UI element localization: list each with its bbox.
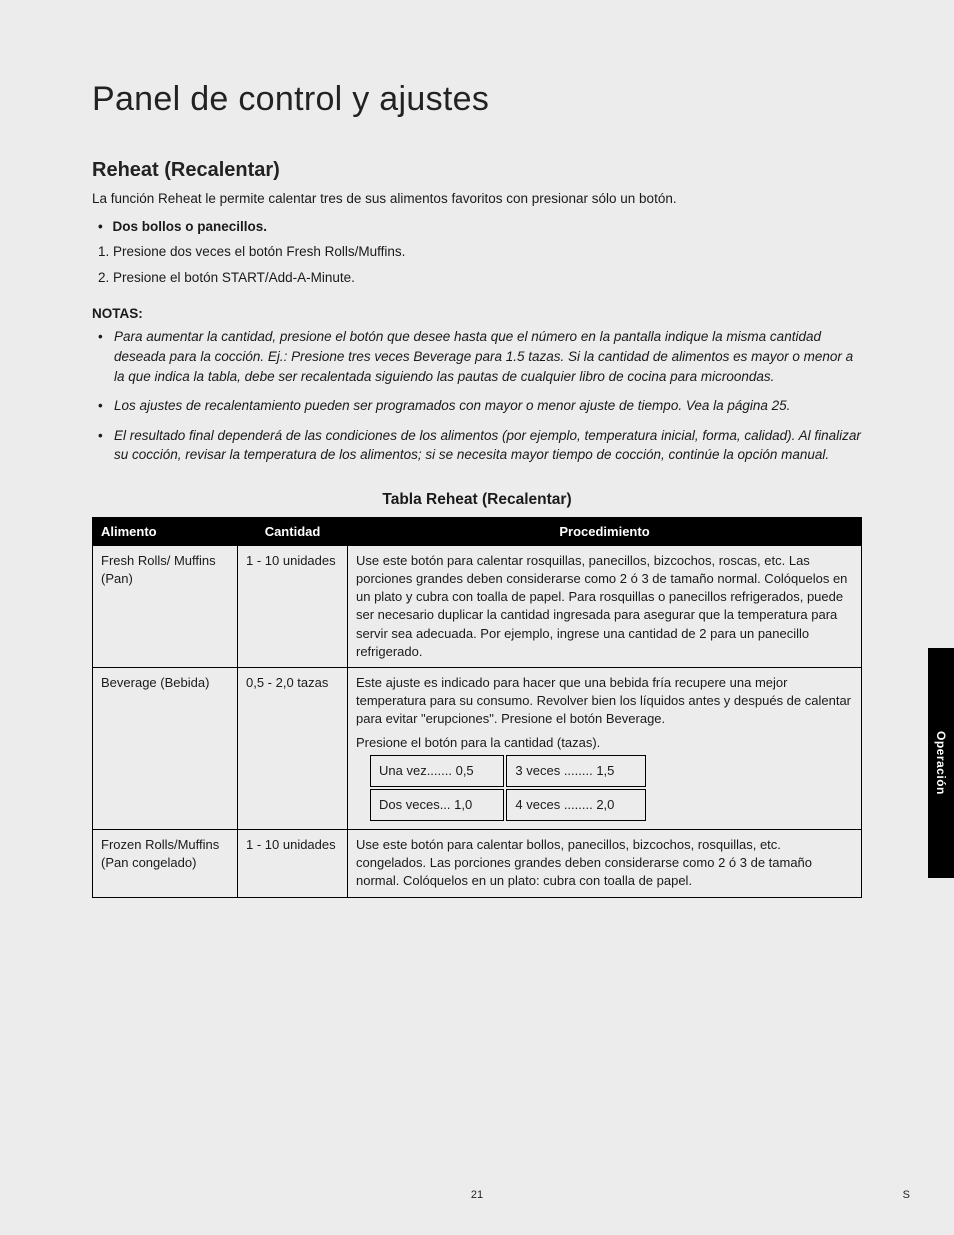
row3-food: Frozen Rolls/Muffins (Pan congelado) xyxy=(93,830,238,898)
table-row: Frozen Rolls/Muffins (Pan congelado) 1 -… xyxy=(93,830,862,898)
table-header-row: Alimento Cantidad Procedimiento xyxy=(93,517,862,545)
col-cantidad: Cantidad xyxy=(238,517,348,545)
press-2b: 4 veces ........ 2,0 xyxy=(506,789,646,821)
row2-qty: 0,5 - 2,0 tazas xyxy=(238,667,348,829)
intro-text: La función Reheat le permite calentar tr… xyxy=(92,190,862,209)
col-procedimiento: Procedimiento xyxy=(348,517,862,545)
row2-proc-a: Este ajuste es indicado para hacer que u… xyxy=(356,674,853,729)
footer: 21 S xyxy=(0,1189,954,1201)
row2-proc: Este ajuste es indicado para hacer que u… xyxy=(348,667,862,829)
language-code: S xyxy=(903,1189,910,1201)
step-2: 2. Presione el botón START/Add-A-Minute. xyxy=(98,268,862,288)
page-content: Panel de control y ajustes Reheat (Recal… xyxy=(0,0,954,948)
nota-1: Para aumentar la cantidad, presione el b… xyxy=(98,327,862,386)
press-count-table: Una vez....... 0,5 3 veces ........ 1,5 … xyxy=(368,753,648,823)
side-tab-label: Operación xyxy=(934,731,948,795)
nota-3: El resultado final dependerá de las cond… xyxy=(98,426,862,465)
row1-proc: Use este botón para calentar rosquillas,… xyxy=(348,545,862,667)
step-1: 1. Presione dos veces el botón Fresh Rol… xyxy=(98,242,862,262)
nota-2: Los ajustes de recalentamiento pueden se… xyxy=(98,396,862,416)
reheat-table: Alimento Cantidad Procedimiento Fresh Ro… xyxy=(92,517,862,898)
row1-qty: 1 - 10 unidades xyxy=(238,545,348,667)
table-row: Fresh Rolls/ Muffins (Pan) 1 - 10 unidad… xyxy=(93,545,862,667)
section-reheat-title: Reheat (Recalentar) xyxy=(92,159,862,182)
press-1a: Una vez....... 0,5 xyxy=(370,755,504,787)
table-title: Tabla Reheat (Recalentar) xyxy=(92,491,862,509)
table-row: Beverage (Bebida) 0,5 - 2,0 tazas Este a… xyxy=(93,667,862,829)
example-bullet: Dos bollos o panecillos. xyxy=(98,219,862,234)
notas-list: Para aumentar la cantidad, presione el b… xyxy=(98,327,862,464)
press-2a: Dos veces... 1,0 xyxy=(370,789,504,821)
side-tab-operacion: Operación xyxy=(928,648,954,878)
col-alimento: Alimento xyxy=(93,517,238,545)
row3-proc: Use este botón para calentar bollos, pan… xyxy=(348,830,862,898)
row1-food: Fresh Rolls/ Muffins (Pan) xyxy=(93,545,238,667)
page-number: 21 xyxy=(0,1189,954,1201)
row2-proc-b: Presione el botón para la cantidad (taza… xyxy=(356,734,853,752)
row3-qty: 1 - 10 unidades xyxy=(238,830,348,898)
row2-food: Beverage (Bebida) xyxy=(93,667,238,829)
steps-block: Dos bollos o panecillos. 1. Presione dos… xyxy=(98,219,862,289)
press-1b: 3 veces ........ 1,5 xyxy=(506,755,646,787)
notas-heading: NOTAS: xyxy=(92,306,862,321)
page-title: Panel de control y ajustes xyxy=(92,80,862,119)
